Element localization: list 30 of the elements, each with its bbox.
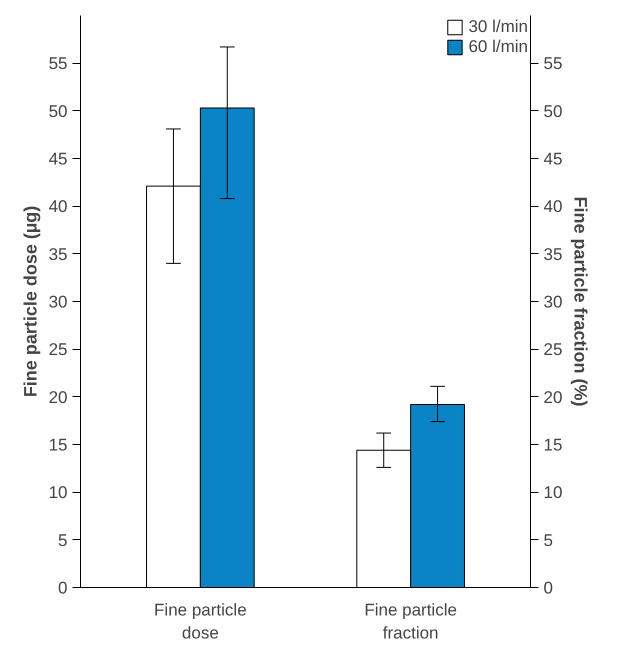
y-tick-label: 45 [48,150,68,168]
y2-tick-label: 40 [544,197,562,216]
y-tick-label: 30 [48,292,68,312]
x-tick-label: Fine particle fraction [364,600,457,642]
y-tick-label: 50 [48,102,68,121]
y2-tick-label: 10 [544,483,562,502]
y-axis-title: Fine particle dose (µg) [20,206,41,398]
y-tick-label: 35 [48,244,68,264]
y-tick-label: 20 [48,388,68,407]
y-tick-label: 40 [48,197,68,216]
y2-tick-label: 25 [544,340,562,360]
y-tick-label: 5 [58,530,68,550]
y-tick-label: 15 [48,436,68,454]
x-tick-label: Fine particle dose [154,600,247,642]
y-tick-label: 25 [48,340,68,360]
y-tick-label: 55 [48,54,68,74]
legend-label: 30 l/min [468,17,528,37]
y2-tick-label: 0 [544,578,553,598]
y2-tick-label: 15 [544,436,562,454]
y2-tick-label: 35 [544,244,562,264]
y-tick-label: 0 [58,578,68,598]
y-tick-label: 10 [48,483,68,502]
legend-label: 60 l/min [468,37,528,57]
y2-tick-label: 30 [544,292,562,312]
y2-axis-title: Fine particle fraction (%) [570,196,590,407]
y2-tick-label: 5 [544,530,553,550]
y2-tick-label: 45 [544,150,562,168]
y2-tick-label: 55 [544,54,562,74]
y2-tick-label: 50 [544,102,562,121]
y2-tick-label: 20 [544,388,562,407]
